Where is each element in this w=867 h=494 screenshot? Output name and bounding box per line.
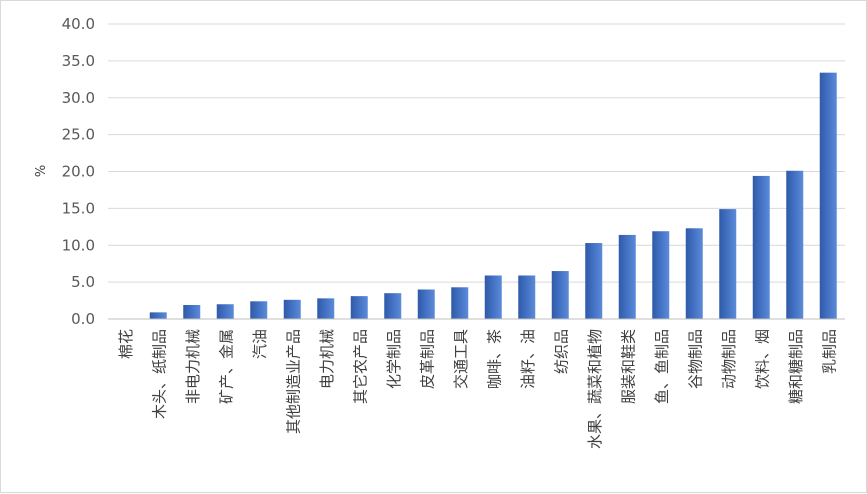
- y-axis-ticks: 0.0 5.0 10.0 15.0 20.0 25.0 30.0 35.0 40.0: [62, 15, 95, 328]
- x-tick-label: 纺织品: [552, 329, 570, 374]
- x-tick-label: 矿产、金属: [217, 329, 235, 404]
- x-tick-label: 动物制品: [720, 329, 738, 389]
- bar: [216, 304, 234, 319]
- x-tick-label: 糖和糖制品: [787, 329, 805, 404]
- y-tick-label: 5.0: [71, 273, 95, 291]
- x-tick-label: 乳制品: [820, 329, 838, 374]
- bar: [384, 293, 402, 319]
- x-tick-label: 油籽、油: [519, 329, 537, 389]
- bar: [183, 304, 201, 319]
- bar: [417, 289, 435, 319]
- bar: [250, 301, 268, 319]
- x-axis-ticks: 棉花 木头、纸制品 非电力机械 矿产、金属 汽油 其他制造业产品 电力机械 其它农产品 化学制品…: [117, 329, 839, 449]
- bar: [819, 72, 837, 319]
- bar: [451, 287, 469, 319]
- bar: [752, 175, 770, 319]
- y-tick-label: 10.0: [62, 236, 95, 254]
- y-tick-label: 15.0: [62, 199, 95, 217]
- y-tick-label: 20.0: [62, 163, 95, 181]
- bar: [484, 275, 502, 319]
- bar: [618, 234, 636, 319]
- x-tick-label: 鱼、鱼制品: [653, 329, 671, 404]
- y-tick-label: 0.0: [71, 310, 95, 328]
- bar: [719, 209, 737, 319]
- x-tick-label: 咖啡、茶: [485, 329, 503, 389]
- x-tick-label: 交通工具: [452, 329, 470, 389]
- bar: [585, 243, 603, 319]
- bar: [317, 298, 335, 319]
- x-tick-label: 非电力机械: [184, 329, 202, 404]
- y-tick-label: 40.0: [62, 15, 95, 33]
- x-tick-label: 其它农产品: [351, 329, 369, 404]
- x-tick-label: 电力机械: [318, 329, 336, 389]
- y-tick-label: 30.0: [62, 89, 95, 107]
- bar: [283, 299, 301, 319]
- y-tick-label: 35.0: [62, 52, 95, 70]
- bar: [652, 231, 670, 319]
- x-tick-label: 服装和鞋类: [619, 329, 637, 404]
- bar: [786, 170, 804, 319]
- x-tick-label: 水果、蔬菜和植物: [586, 329, 604, 449]
- x-tick-label: 其他制造业产品: [284, 329, 302, 434]
- gridlines: [108, 23, 845, 283]
- bar: [685, 228, 703, 319]
- y-tick-label: 25.0: [62, 126, 95, 144]
- x-tick-label: 化学制品: [385, 329, 403, 389]
- x-tick-label: 棉花: [117, 329, 135, 359]
- bar: [518, 275, 536, 319]
- bar: [551, 271, 569, 319]
- x-tick-label: 皮革制品: [418, 329, 436, 389]
- bar: [350, 296, 368, 319]
- x-tick-label: 汽油: [251, 329, 269, 359]
- bars: [149, 72, 837, 319]
- y-axis-label: %: [34, 165, 49, 177]
- x-tick-label: 木头、纸制品: [150, 329, 168, 419]
- x-tick-label: 饮料、烟: [753, 329, 771, 389]
- bar: [149, 312, 167, 319]
- x-tick-label: 谷物制品: [686, 329, 704, 389]
